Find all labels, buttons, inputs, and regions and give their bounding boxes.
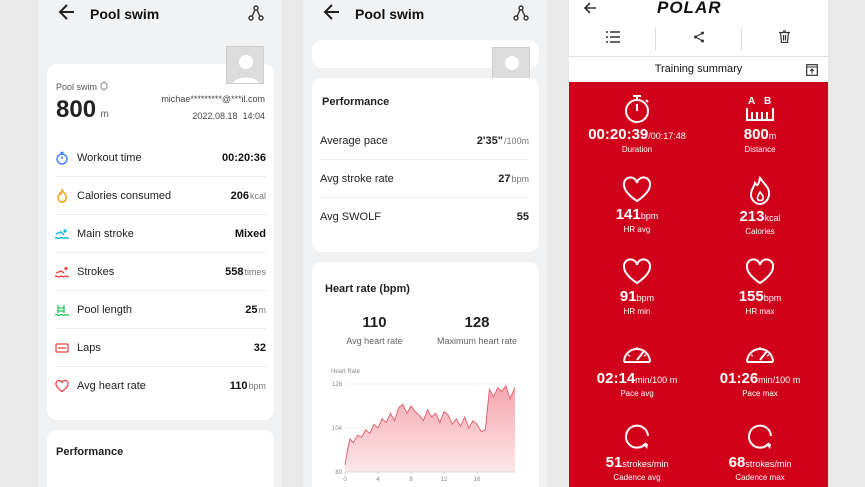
heart-rate-area — [345, 385, 515, 472]
sport-label: Pool swim — [56, 80, 108, 92]
list-icon[interactable] — [606, 31, 620, 43]
page-title: Pool swim — [355, 6, 425, 22]
heart-rate-heading: Heart rate (bpm) — [325, 283, 410, 295]
perf-row-avg-stroke-rate: Avg stroke rate 27bpm — [320, 160, 529, 198]
chart-x-tick-label: 12 — [441, 477, 448, 483]
heart-icon — [622, 176, 652, 203]
perf-row-avg-swolf: Avg SWOLF 55 — [320, 211, 529, 223]
speedometer-icon — [623, 347, 651, 363]
distance-total: 800 m — [56, 96, 109, 123]
stat-row-workout-time: Workout time 00:20:36 — [55, 139, 266, 177]
chart-x-tick-label: 4 — [376, 477, 380, 483]
heart-icon — [745, 258, 775, 285]
stat-row-avg-heart-rate: Avg heart rate 110bpm — [55, 367, 266, 405]
workout-date: 2022.08.18 14:04 — [192, 111, 265, 121]
chart-y-tick-label: 128 — [332, 382, 343, 388]
performance-heading: Performance — [322, 96, 390, 108]
pool-swim-performance-screen: Pool swim Performance Average pace 2'35"… — [303, 0, 547, 487]
chart-y-axis-label: Heart Rate — [331, 369, 361, 375]
back-arrow-icon[interactable] — [583, 1, 597, 15]
share-route-icon[interactable] — [248, 5, 264, 21]
svg-text:A: A — [748, 96, 755, 107]
heart-icon — [622, 258, 652, 285]
stopwatch-icon — [625, 95, 649, 123]
pool-icon — [55, 305, 69, 317]
performance-card: Performance — [47, 430, 274, 487]
app-header: Pool swim — [303, 0, 547, 28]
user-email: michae*********@***il.com — [161, 94, 265, 104]
heart-icon — [55, 379, 69, 393]
stat-row-pool-length: Pool length 25m — [55, 291, 266, 329]
perf-row-average-pace: Average pace 2'35"/100m — [320, 122, 529, 160]
strokes-icon — [55, 266, 69, 278]
performance-heading: Performance — [56, 446, 124, 458]
share-icon[interactable] — [693, 31, 705, 43]
stat-pace-max: 01:26min/100 m Pace max — [695, 340, 825, 398]
toolbar-divider — [655, 28, 656, 50]
stat-hr-avg: 141bpm HR avg — [572, 176, 702, 234]
laps-icon — [55, 343, 69, 353]
page-title: Pool swim — [90, 6, 160, 22]
heart-rate-line — [344, 384, 516, 465]
stat-row-laps: Laps 32 — [55, 329, 266, 367]
speedometer-icon — [746, 347, 774, 363]
stat-hr-max: 155bpm HR max — [695, 258, 825, 316]
avatar — [226, 46, 264, 84]
stat-pace-avg: 02:14min/100 m Pace avg — [572, 340, 702, 398]
toolbar-divider — [741, 28, 742, 50]
stat-hr-min: 91bpm HR min — [572, 258, 702, 316]
flame-icon — [749, 176, 771, 206]
stopwatch-icon — [56, 151, 68, 165]
performance-card: Performance Average pace 2'35"/100m Avg … — [312, 78, 539, 252]
chart-y-tick-label: 80 — [335, 470, 342, 476]
polar-training-summary-screen: POLAR Training summary 00:20:39/00:17:48… — [569, 0, 828, 487]
cadence-icon — [748, 424, 772, 449]
back-arrow-icon[interactable] — [58, 2, 76, 22]
stat-row-main-stroke: Main stroke Mixed — [55, 215, 266, 253]
toolbar — [569, 24, 828, 52]
chart-y-tick-label: 104 — [332, 426, 343, 432]
cadence-icon — [625, 424, 649, 449]
watch-icon — [100, 80, 108, 92]
stat-calories: 213kcal Calories — [695, 176, 825, 236]
heart-rate-card: Heart rate (bpm) 110 Avg heart rate 128 … — [312, 262, 539, 487]
swimmer-icon — [55, 229, 69, 240]
stat-row-strokes: Strokes 558times — [55, 253, 266, 291]
trash-icon[interactable] — [779, 30, 790, 43]
chart-x-tick-label: 8 — [409, 477, 413, 483]
stat-cadence-max: 68strokes/min Cadence max — [695, 422, 825, 482]
training-summary-title: Training summary — [654, 63, 743, 75]
chart-x-tick-label: 16 — [474, 477, 481, 483]
svg-text:B: B — [764, 96, 771, 107]
chart-x-tick-label: 0 — [343, 477, 347, 483]
pool-swim-summary-screen: Pool swim Pool swim 800 m michae********… — [38, 0, 282, 487]
app-header: Pool swim — [38, 0, 282, 28]
polar-logo: POLAR — [657, 0, 722, 17]
stat-row-calories: Calories consumed 206kcal — [55, 177, 266, 215]
flame-icon — [57, 189, 67, 203]
heart-rate-chart: Heart Rate128104800481216Time (min) — [331, 369, 516, 483]
export-icon[interactable] — [806, 64, 818, 76]
avg-heart-rate-block: 110 Avg heart rate — [346, 314, 403, 346]
share-route-icon[interactable] — [513, 5, 529, 21]
back-arrow-icon[interactable] — [323, 2, 341, 22]
stat-duration: 00:20:39/00:17:48 Duration — [572, 94, 702, 154]
divider — [569, 56, 828, 57]
max-heart-rate-block: 128 Maximum heart rate — [436, 314, 518, 346]
workout-summary-card: Pool swim 800 m michae*********@***il.co… — [47, 46, 274, 420]
stat-cadence-avg: 51strokes/min Cadence avg — [572, 422, 702, 482]
